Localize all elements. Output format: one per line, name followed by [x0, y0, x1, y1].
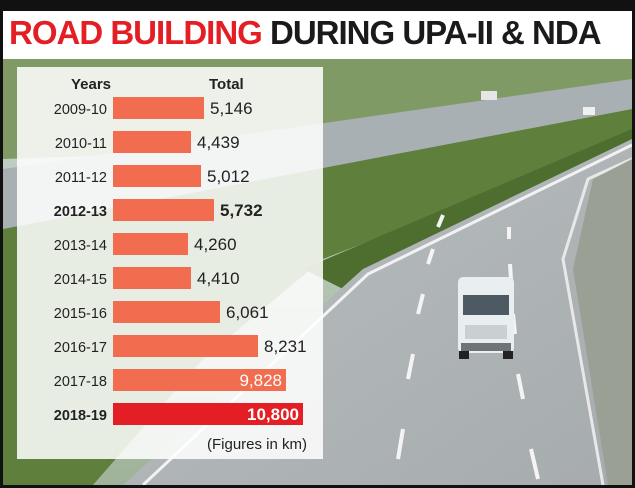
bar	[113, 267, 191, 289]
value-label: 5,732	[220, 201, 263, 220]
category-label: 2015-16	[54, 306, 107, 322]
bar	[113, 131, 191, 153]
bar	[113, 403, 303, 425]
headline: ROAD BUILDING DURING UPA-II & NDA	[9, 14, 602, 51]
bar	[113, 165, 201, 187]
category-label: 2012-13	[54, 204, 107, 220]
value-label: 10,800	[247, 405, 299, 424]
bar	[113, 233, 188, 255]
bar-chart: Years Total 2009-10 5,146 2010-11 4,439 2011…	[54, 76, 307, 453]
headline-part-dark: DURING UPA-II & NDA	[270, 14, 602, 51]
category-label: 2014-15	[54, 272, 107, 288]
category-label: 2017-18	[54, 374, 107, 390]
bar	[113, 301, 220, 323]
header-years: Years	[71, 76, 111, 93]
bars-layer: 2009-10 5,146 2010-11 4,439 2011-12 5,012 2012…	[54, 97, 307, 425]
header-total: Total	[209, 76, 244, 93]
value-label: 8,231	[264, 337, 307, 356]
bar	[113, 335, 258, 357]
top-rule	[3, 3, 632, 11]
category-label: 2011-12	[55, 170, 107, 186]
units-note: (Figures in km)	[207, 436, 307, 453]
category-label: 2009-10	[54, 102, 107, 118]
category-label: 2016-17	[54, 340, 107, 356]
category-label: 2010-11	[55, 136, 107, 152]
headline-part-red: ROAD BUILDING	[9, 14, 263, 51]
bar	[113, 97, 204, 119]
value-label: 4,439	[197, 133, 240, 152]
value-label: 5,012	[207, 167, 250, 186]
bar	[113, 199, 214, 221]
category-label: 2013-14	[54, 238, 107, 254]
value-label: 4,260	[194, 235, 237, 254]
value-label: 5,146	[210, 99, 253, 118]
value-label: 6,061	[226, 303, 269, 322]
category-label: 2018-19	[54, 408, 107, 424]
bar	[113, 369, 286, 391]
value-label: 4,410	[197, 269, 240, 288]
value-label: 9,828	[239, 371, 282, 390]
chart-panel: Years Total 2009-10 5,146 2010-11 4,439 2011…	[17, 67, 323, 459]
